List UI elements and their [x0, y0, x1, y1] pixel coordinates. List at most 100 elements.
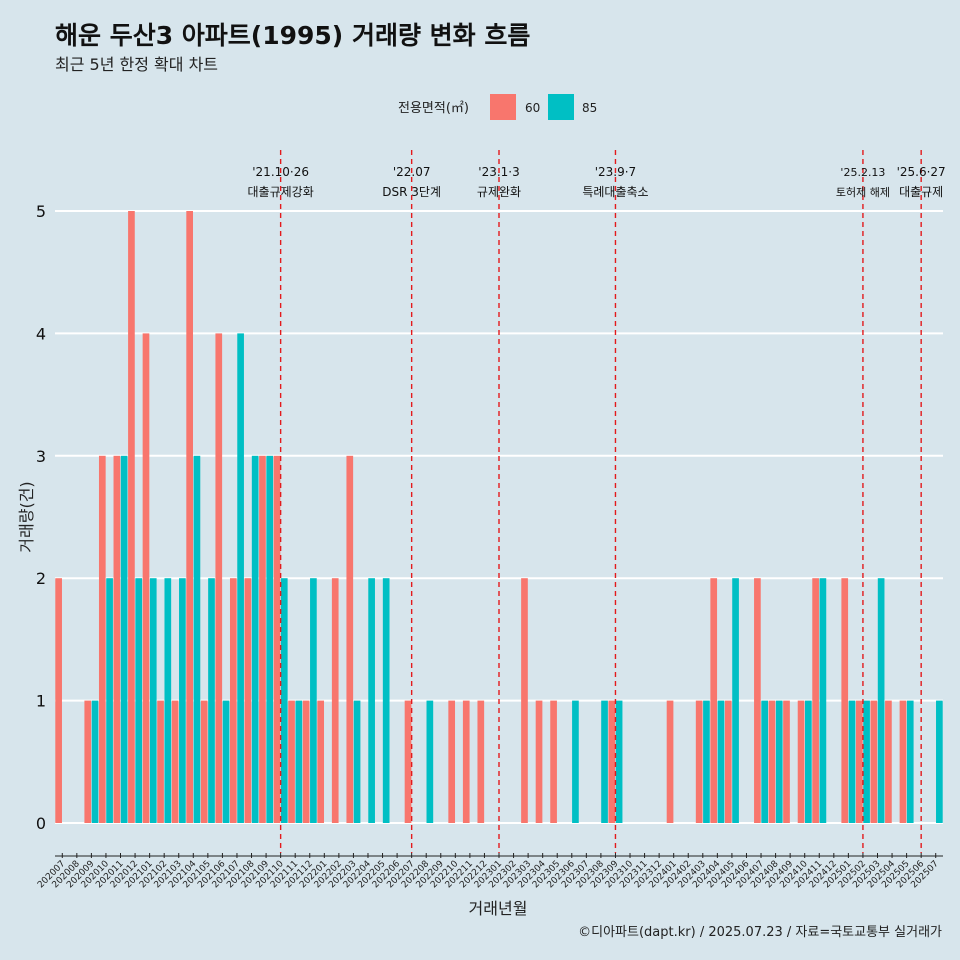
bar-85-202204 [368, 578, 375, 823]
bar-60-202106 [215, 333, 223, 823]
annotation-date: '23.9·7 [595, 165, 636, 179]
y-tick-label: 1 [36, 692, 46, 711]
bar-60-202007 [55, 578, 62, 823]
bar-85-202404 [717, 700, 725, 823]
legend-title: 전용면적(㎡) [398, 101, 469, 116]
bar-60-202104 [186, 211, 193, 823]
chart-subtitle: 최근 5년 한정 확대 차트 [55, 55, 218, 74]
y-tick-label: 0 [36, 814, 46, 833]
bar-60-202211 [462, 700, 470, 823]
bar-60-202505 [899, 700, 907, 823]
bar-60-202401 [666, 700, 674, 823]
bar-85-202405 [732, 578, 739, 823]
bar-60-202504 [885, 700, 892, 823]
bar-60-202501 [841, 578, 849, 823]
y-tick-label: 4 [36, 324, 46, 343]
bar-60-202407 [754, 578, 761, 823]
bar-60-202012 [128, 211, 135, 823]
bar-60-202111 [288, 700, 295, 823]
bar-60-202101 [142, 333, 150, 823]
bar-85-202108 [251, 455, 259, 823]
y-axis-ticks: 0 1 2 3 4 5 [36, 202, 46, 833]
y-tick-label: 3 [36, 447, 46, 466]
annotation-label: DSR 3단계 [382, 185, 441, 199]
annotation-date: '22.07 [393, 165, 431, 179]
bar-85-202308 [601, 700, 608, 823]
annotation-date: '25.2.13 [840, 166, 885, 179]
bar-85-202111 [295, 700, 303, 823]
y-tick-label: 5 [36, 202, 46, 221]
bar-60-202201 [317, 700, 325, 823]
bar-85-202010 [106, 578, 113, 823]
legend-label-85: 85 [582, 101, 597, 115]
bar-60-202410 [797, 700, 805, 823]
bar-85-202507 [936, 700, 943, 823]
bar-85-202411 [819, 578, 827, 823]
bar-60-202009 [84, 700, 92, 823]
annotation-date: '21.10·26 [252, 165, 309, 179]
bar-85-202110 [280, 578, 288, 823]
bar-85-202102 [164, 578, 172, 823]
bar-60-202210 [448, 700, 456, 823]
bar-60-202403 [695, 700, 703, 823]
annotation-label: 특례대출축소 [582, 185, 648, 199]
bar-85-202011 [120, 455, 128, 823]
bar-60-202203 [346, 455, 354, 823]
bar-85-202403 [703, 700, 710, 823]
bar-60-202107 [229, 578, 237, 823]
y-axis-label: 거래량(건) [17, 481, 36, 552]
bar-60-202304 [535, 700, 543, 823]
chart-title: 해운 두산3 아파트(1995) 거래량 변화 흐름 [55, 21, 530, 50]
annotation-date: '25.6·27 [897, 165, 946, 179]
bar-85-202408 [775, 700, 783, 823]
bar-60-202110 [273, 455, 281, 823]
bar-85-202208 [426, 700, 434, 823]
annotation-date: '23.1·3 [478, 165, 519, 179]
bar-85-202502 [863, 700, 870, 823]
bar-60-202408 [768, 700, 776, 823]
legend-swatch-60 [490, 94, 516, 120]
bar-60-202102 [157, 700, 164, 823]
bar-85-202503 [877, 578, 885, 823]
bar-85-202112 [310, 578, 317, 823]
bar-85-202410 [805, 700, 812, 823]
x-axis-label: 거래년월 [469, 899, 528, 918]
bar-60-202411 [812, 578, 819, 823]
bar-85-202309 [615, 700, 623, 823]
bar-85-202103 [179, 578, 186, 823]
bar-60-202011 [113, 455, 121, 823]
bar-60-202109 [259, 455, 266, 823]
bar-85-202203 [353, 700, 361, 823]
legend-swatch-85 [548, 94, 574, 120]
bar-60-202405 [724, 700, 732, 823]
bar-85-202107 [237, 333, 244, 823]
bar-85-202501 [848, 700, 856, 823]
bar-60-202105 [200, 700, 208, 823]
bar-85-202009 [91, 700, 99, 823]
bars [55, 211, 943, 823]
bar-60-202010 [98, 455, 106, 823]
chart-caption: ©디아파트(dapt.kr) / 2025.07.23 / 자료=국토교통부 실… [578, 925, 942, 940]
bar-85-202407 [761, 700, 769, 823]
bar-85-202106 [222, 700, 230, 823]
bar-60-202103 [171, 700, 179, 823]
bar-85-202109 [266, 455, 274, 823]
bar-60-202503 [870, 700, 878, 823]
bar-60-202303 [521, 578, 528, 823]
bar-60-202502 [855, 700, 863, 823]
bar-60-202404 [710, 578, 718, 823]
annotation-label: 대출규제강화 [248, 185, 314, 199]
x-axis: 2020072020082020092020102020112020122021… [36, 853, 943, 890]
bar-60-202112 [302, 700, 310, 823]
bar-85-202012 [135, 578, 143, 823]
bar-60-202409 [783, 700, 790, 823]
bar-85-202205 [382, 578, 390, 823]
annotation-label: 규제완화 [477, 185, 521, 199]
annotations: '21.10·26 대출규제강화 '22.07 DSR 3단계 '23.1·3 규제완화 '… [248, 150, 946, 853]
y-tick-label: 2 [36, 569, 46, 588]
bar-60-202108 [244, 578, 252, 823]
bar-85-202104 [193, 455, 201, 823]
bar-60-202305 [550, 700, 557, 823]
bar-60-202202 [331, 578, 339, 823]
